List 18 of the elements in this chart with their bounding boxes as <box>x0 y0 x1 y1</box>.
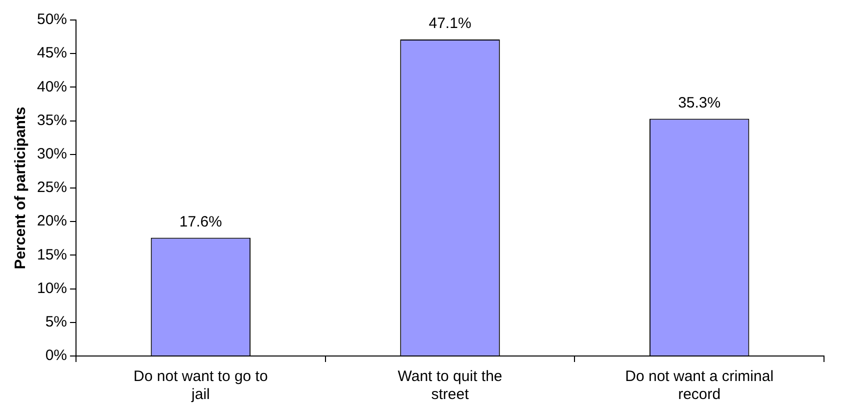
y-tick-label: 30% <box>36 146 68 163</box>
y-tick-label: 25% <box>36 179 68 196</box>
y-tick-label: 5% <box>45 314 68 331</box>
data-label: 47.1% <box>428 15 472 32</box>
y-axis-title: Percent of participants <box>12 106 30 270</box>
y-tick-label: 35% <box>36 112 68 129</box>
y-tick-label: 45% <box>36 44 68 62</box>
x-tick-label: Do not want to go to jail <box>134 368 268 404</box>
x-tick-label: Want to quit the street <box>398 368 502 404</box>
y-tick-label: 15% <box>36 246 68 264</box>
y-tick-label: 10% <box>36 280 68 297</box>
y-tick-label: 0% <box>45 347 68 364</box>
data-label: 17.6% <box>179 213 222 230</box>
data-label: 35.3% <box>678 94 721 112</box>
y-tick-label: 20% <box>36 212 68 230</box>
x-tick-label: Do not want a criminal record <box>625 368 774 404</box>
y-tick-label: 50% <box>36 11 68 28</box>
y-tick-label: 40% <box>36 78 68 96</box>
